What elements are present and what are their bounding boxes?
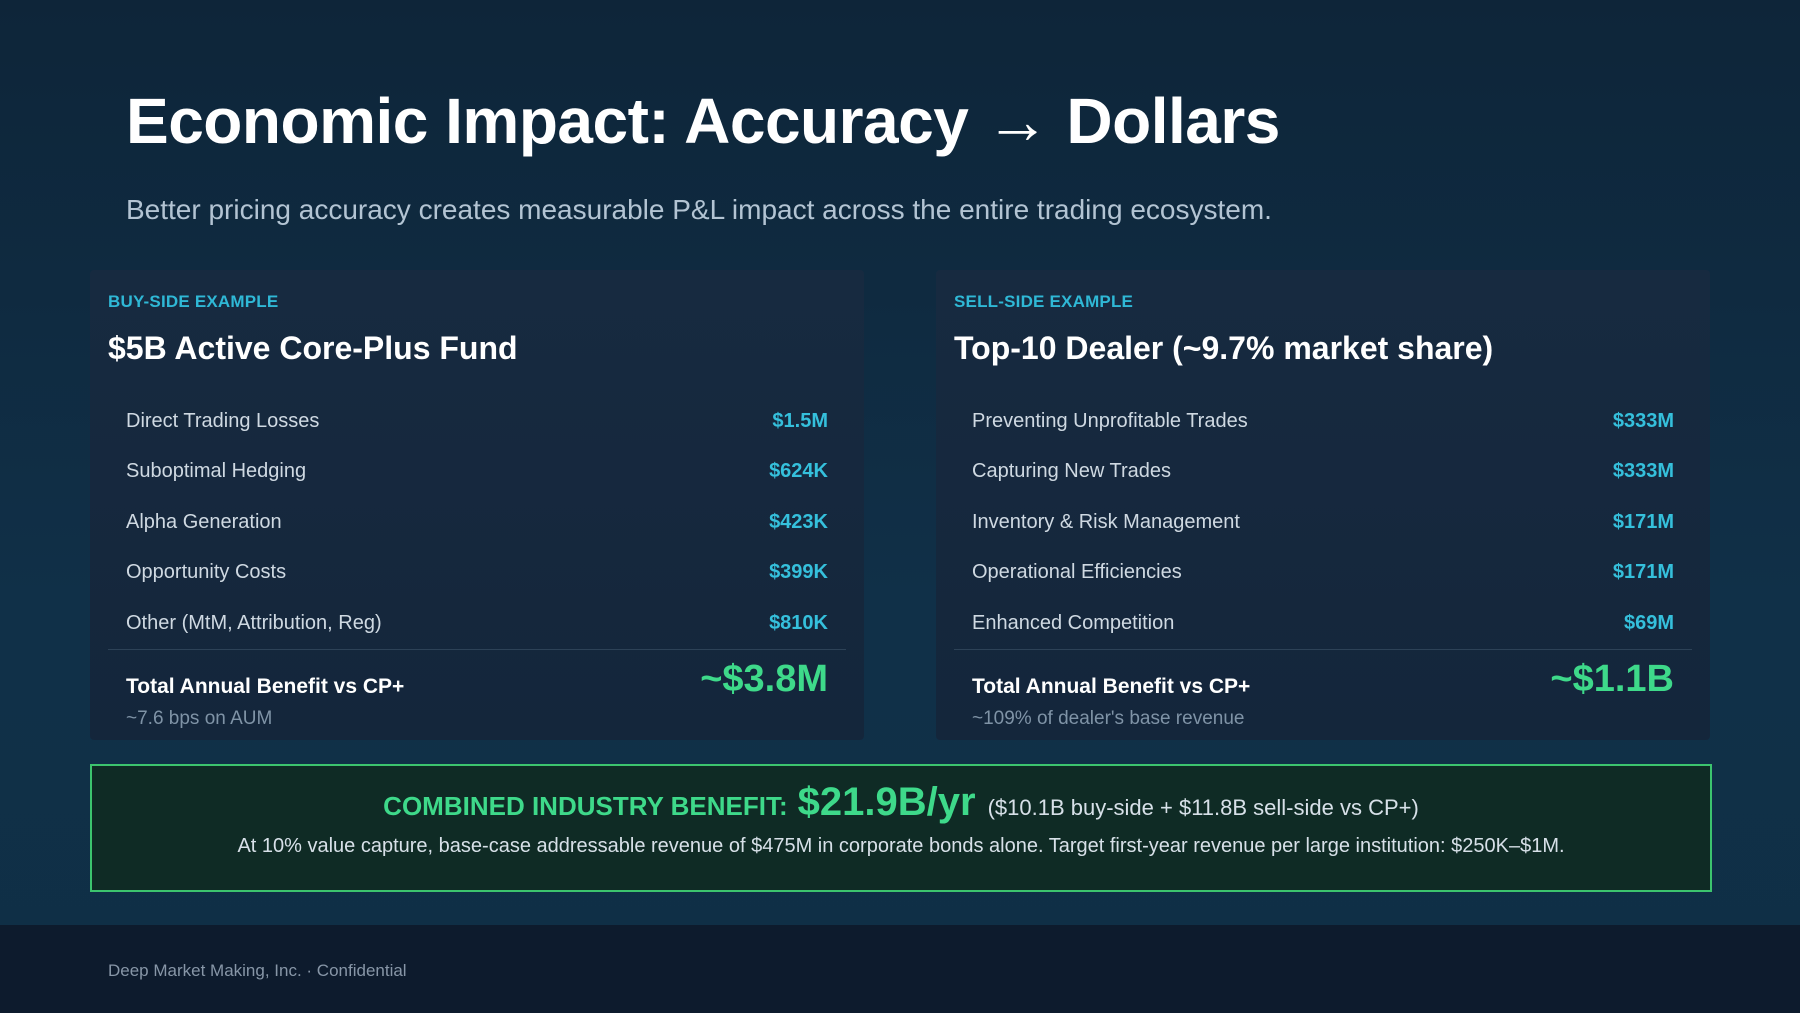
footer-text: Deep Market Making, Inc. · Confidential (108, 961, 407, 980)
row-label: Capturing New Trades (972, 460, 1171, 483)
combined-description: At 10% value capture, base-case addressa… (237, 835, 1565, 857)
list-item: Direct Trading Losses $1.5M (108, 396, 828, 447)
row-value: $69M (1623, 611, 1674, 634)
sell-side-total: Total Annual Benefit vs CP+ ~$1.1B (972, 658, 1674, 701)
slide-title: Economic Impact: Accuracy → Dollars (126, 85, 1280, 157)
buy-side-heading: $5B Active Core-Plus Fund (108, 330, 518, 366)
buy-side-card: BUY-SIDE EXAMPLE $5B Active Core-Plus Fu… (90, 270, 864, 740)
combined-label: COMBINED INDUSTRY BENEFIT: (383, 791, 788, 821)
row-value: $399K (769, 561, 828, 584)
combined-headline: COMBINED INDUSTRY BENEFIT: $21.9B/yr ($1… (92, 780, 1710, 825)
sell-side-eyebrow: SELL-SIDE EXAMPLE (954, 292, 1134, 311)
row-value: $333M (1612, 460, 1674, 483)
total-label: Total Annual Benefit vs CP+ (972, 674, 1251, 698)
list-item: Preventing Unprofitable Trades $333M (954, 396, 1674, 447)
total-divider (954, 649, 1692, 650)
row-value: $810K (769, 611, 828, 634)
row-value: $624K (769, 460, 828, 483)
row-label: Direct Trading Losses (126, 409, 320, 432)
row-label: Opportunity Costs (126, 561, 287, 584)
row-value: $171M (1612, 510, 1674, 533)
list-item: Inventory & Risk Management $171M (954, 497, 1674, 548)
combined-value: $21.9B/yr (797, 780, 976, 824)
total-divider (108, 649, 846, 650)
combined-detail: ($10.1B buy-side + $11.8B sell-side vs C… (987, 795, 1419, 820)
sell-side-heading: Top-10 Dealer (~9.7% market share) (954, 330, 1494, 366)
sell-side-rows: Preventing Unprofitable Trades $333M Cap… (954, 396, 1674, 649)
row-value: $1.5M (772, 409, 828, 432)
total-label: Total Annual Benefit vs CP+ (126, 674, 405, 698)
row-value: $171M (1612, 561, 1674, 584)
slide-subtitle: Better pricing accuracy creates measurab… (126, 194, 1272, 225)
list-item: Capturing New Trades $333M (954, 447, 1674, 498)
total-value: ~$1.1B (1550, 658, 1674, 700)
list-item: Suboptimal Hedging $624K (108, 447, 828, 498)
list-item: Enhanced Competition $69M (954, 598, 1674, 649)
row-label: Other (MtM, Attribution, Reg) (126, 611, 382, 634)
row-label: Inventory & Risk Management (972, 510, 1240, 533)
buy-side-total: Total Annual Benefit vs CP+ ~$3.8M (126, 658, 828, 701)
total-value: ~$3.8M (700, 658, 828, 700)
row-label: Suboptimal Hedging (126, 460, 307, 483)
row-label: Operational Efficiencies (972, 561, 1182, 584)
sell-side-card: SELL-SIDE EXAMPLE Top-10 Dealer (~9.7% m… (936, 270, 1710, 740)
list-item: Alpha Generation $423K (108, 497, 828, 548)
combined-benefit-banner: COMBINED INDUSTRY BENEFIT: $21.9B/yr ($1… (90, 764, 1712, 892)
sell-side-note: ~109% of dealer's base revenue (972, 708, 1245, 729)
list-item: Opportunity Costs $399K (108, 548, 828, 599)
list-item: Operational Efficiencies $171M (954, 548, 1674, 599)
row-label: Alpha Generation (126, 510, 282, 533)
row-label: Preventing Unprofitable Trades (972, 409, 1248, 432)
buy-side-rows: Direct Trading Losses $1.5M Suboptimal H… (108, 396, 828, 649)
row-label: Enhanced Competition (972, 611, 1175, 634)
buy-side-eyebrow: BUY-SIDE EXAMPLE (108, 292, 279, 311)
list-item: Other (MtM, Attribution, Reg) $810K (108, 598, 828, 649)
footer: Deep Market Making, Inc. · Confidential (0, 925, 1800, 1013)
buy-side-note: ~7.6 bps on AUM (126, 708, 273, 729)
row-value: $423K (769, 510, 828, 533)
row-value: $333M (1612, 409, 1674, 432)
